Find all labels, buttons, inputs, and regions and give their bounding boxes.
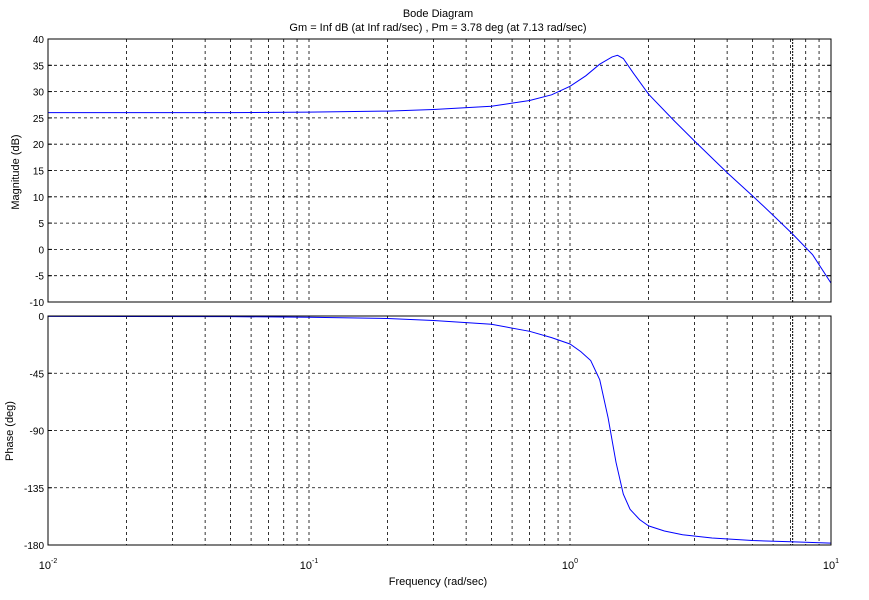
phase-y-tick-label: 0 [38,312,44,323]
mag-y-tick-label: 40 [33,35,45,46]
mag-y-tick-label: 30 [33,88,45,99]
mag-y-tick-label: 35 [33,61,45,72]
x-tick-label: 10-1 [300,558,319,572]
phase-y-tick-label: -135 [24,484,44,495]
mag-series-line [48,54,832,284]
chart-title: Bode Diagram [403,8,473,20]
frequency-axis-label: Frequency (rad/sec) [389,576,487,588]
phase-y-tick-label: -180 [24,541,44,552]
phase-axes-frame [47,315,832,546]
mag-y-tick-label: 0 [38,245,44,256]
mag-y-tick-label: -10 [30,298,45,309]
mag-y-tick-label: 5 [38,219,44,230]
x-tick-label: 10-2 [39,558,58,572]
mag-y-tick-label: -5 [35,272,44,283]
phase-y-tick-label: -90 [30,427,45,438]
phase-axis-label: Phase (deg) [4,401,16,461]
x-tick-label: 101 [823,558,839,572]
mag-axes-frame [47,38,832,303]
x-tick-label: 100 [562,558,578,572]
phase-y-tick-label: -45 [30,369,45,380]
mag-y-tick-label: 15 [33,167,45,178]
mag-y-tick-label: 10 [33,193,45,204]
chart-subtitle: Gm = Inf dB (at Inf rad/sec) , Pm = 3.78… [289,22,586,34]
mag-y-tick-label: 25 [33,114,45,125]
magnitude-panel: -10 -5 0 5 10 15 20 25 30 35 40 [30,35,832,309]
magnitude-axis-label: Magnitude (dB) [10,134,22,209]
phase-series-line [47,315,832,544]
mag-y-tick-label: 20 [33,140,45,151]
phase-panel: -180 -135 -90 -45 0 10-2 10-1 100 101 [24,312,839,572]
